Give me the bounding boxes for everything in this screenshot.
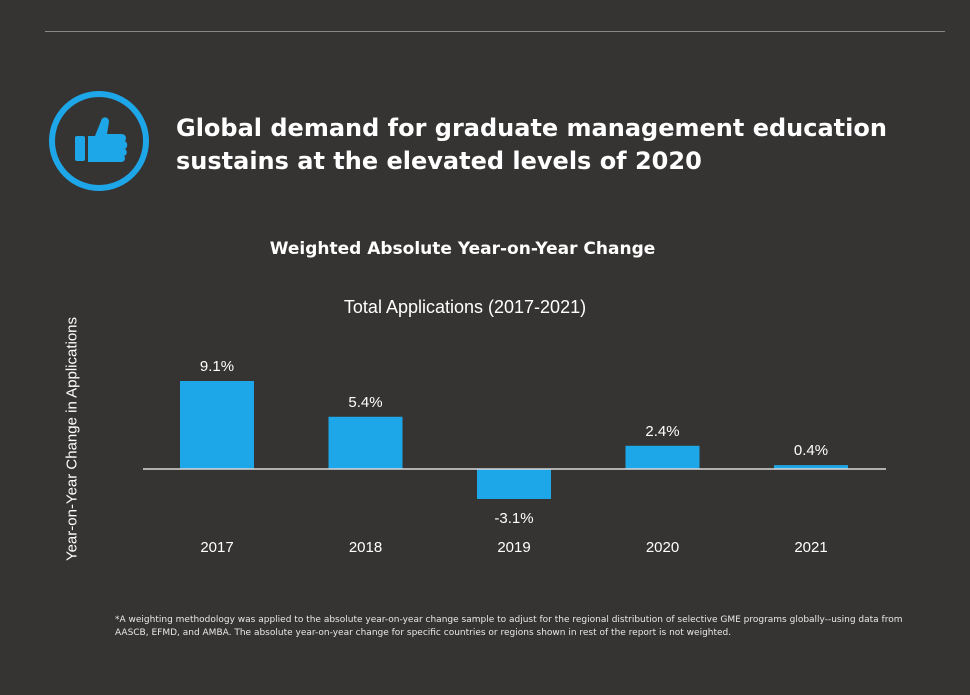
data-label-2018: 5.4% [348, 394, 382, 411]
headline: Global demand for graduate management ed… [176, 114, 887, 175]
bar-2020 [625, 445, 700, 469]
x-tick-label-2018: 2018 [349, 539, 382, 556]
bar-2017 [180, 381, 254, 469]
thumbs-up-icon [49, 91, 149, 191]
bar-2021 [774, 465, 848, 469]
chart-subtitle: Weighted Absolute Year-on-Year Change [269, 239, 656, 259]
chart-title: Total Applications (2017-2021) [343, 297, 587, 317]
x-tick-label-2021: 2021 [794, 539, 827, 556]
x-tick-label-2020: 2020 [646, 539, 679, 556]
footnote: *A weighting methodology was applied to … [115, 615, 903, 638]
bar-2019 [477, 469, 551, 499]
data-label-2019: -3.1% [494, 510, 533, 527]
x-tick-label-2017: 2017 [200, 539, 233, 556]
data-label-2020: 2.4% [645, 423, 679, 440]
data-label-2021: 0.4% [794, 442, 828, 459]
bar-2018 [328, 416, 403, 469]
data-label-2017: 9.1% [200, 358, 234, 375]
top-divider [45, 31, 945, 32]
x-tick-label-2019: 2019 [497, 539, 530, 556]
